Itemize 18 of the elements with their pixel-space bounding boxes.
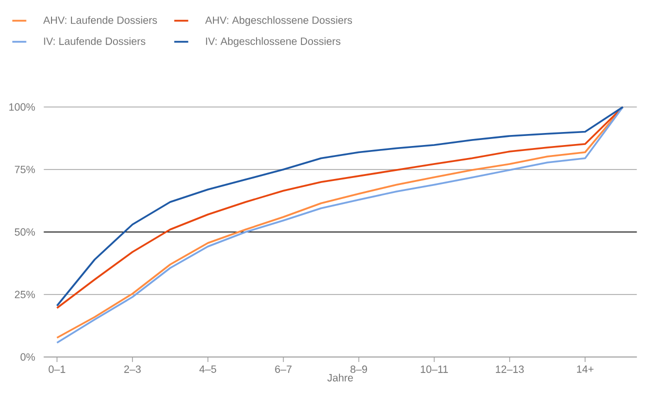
x-tick-label: 14+ xyxy=(577,366,594,373)
legend-label: AHV: Abgeschlossene Dossiers xyxy=(205,16,352,26)
legend-label: IV: Laufende Dossiers xyxy=(44,37,146,45)
y-tick-label: 75% xyxy=(14,166,35,174)
y-tick-label: 0% xyxy=(20,353,35,361)
x-tick-label: 2–3 xyxy=(124,366,141,373)
x-tick-label: 0–1 xyxy=(48,366,66,373)
x-tick-label: 6–7 xyxy=(275,366,292,373)
legend-label: IV: Abgeschlossene Dossiers xyxy=(206,37,340,47)
y-tick-label: 25% xyxy=(14,290,35,298)
x-tick-label: 4–5 xyxy=(199,366,216,373)
x-tick-label: 10–11 xyxy=(420,366,448,373)
x-axis-title: Jahre xyxy=(327,374,353,382)
y-tick-label: 50% xyxy=(14,228,35,236)
x-tick-label: 12–13 xyxy=(496,366,524,373)
x-tick-label: 8–9 xyxy=(350,366,368,373)
y-tick-label: 100% xyxy=(9,103,35,111)
legend-label: AHV: Laufende Dossiers xyxy=(43,16,157,24)
